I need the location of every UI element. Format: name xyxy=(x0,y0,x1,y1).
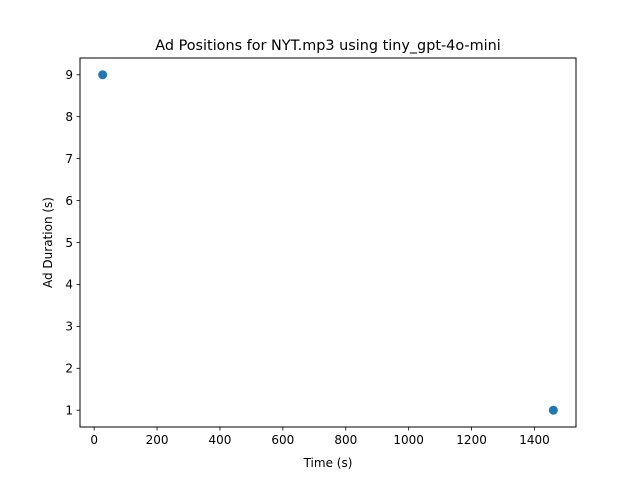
data-point xyxy=(548,405,558,415)
x-tick-label: 1400 xyxy=(519,433,550,447)
y-tick-label: 5 xyxy=(65,236,73,250)
data-point xyxy=(98,70,108,80)
x-tick-label: 0 xyxy=(90,433,98,447)
data-points xyxy=(98,70,558,415)
x-tick-label: 200 xyxy=(146,433,169,447)
y-tick-label: 2 xyxy=(65,362,73,376)
x-tick-label: 800 xyxy=(334,433,357,447)
y-tick-label: 9 xyxy=(65,68,73,82)
y-tick-label: 6 xyxy=(65,194,73,208)
x-tick-label: 1000 xyxy=(393,433,424,447)
x-tick-label: 600 xyxy=(271,433,294,447)
x-axis-ticks: 0 200 400 600 800 1000 1200 1400 xyxy=(90,427,550,447)
y-tick-label: 8 xyxy=(65,110,73,124)
y-tick-label: 3 xyxy=(65,320,73,334)
x-tick-label: 400 xyxy=(209,433,232,447)
x-tick-label: 1200 xyxy=(456,433,487,447)
y-axis-label: Ad Duration (s) xyxy=(41,197,55,288)
y-tick-label: 7 xyxy=(65,152,73,166)
y-tick-label: 1 xyxy=(65,404,73,418)
plot-area-frame xyxy=(79,57,577,428)
y-tick-label: 4 xyxy=(65,278,73,292)
x-axis-label: Time (s) xyxy=(303,456,353,470)
y-axis-ticks: 1 2 3 4 5 6 7 8 9 xyxy=(65,68,80,418)
chart-title: Ad Positions for NYT.mp3 using tiny_gpt-… xyxy=(155,38,500,54)
